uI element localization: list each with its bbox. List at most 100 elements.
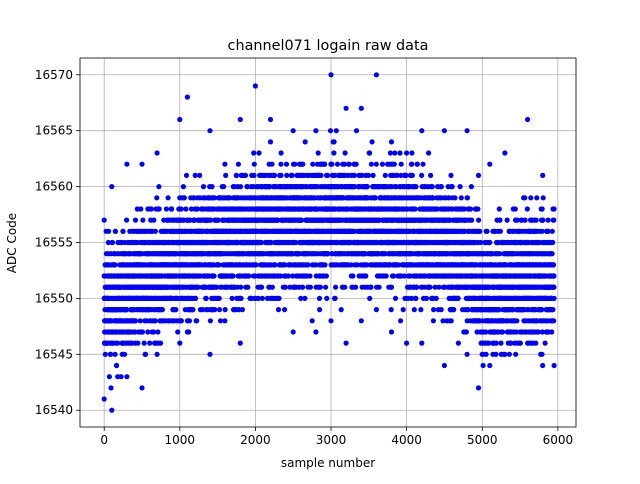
data-point	[458, 184, 463, 189]
data-point	[183, 206, 188, 211]
data-point	[142, 341, 147, 346]
data-point	[310, 162, 315, 167]
data-point	[424, 296, 429, 301]
data-point	[374, 162, 379, 167]
data-point	[158, 341, 163, 346]
data-point	[322, 162, 327, 167]
data-point	[182, 195, 187, 200]
data-point	[276, 307, 281, 312]
data-point	[353, 285, 358, 290]
data-point	[369, 162, 374, 167]
data-point	[332, 139, 337, 144]
data-point	[223, 173, 228, 178]
data-point	[333, 296, 338, 301]
data-point	[302, 296, 307, 301]
data-point	[324, 296, 329, 301]
data-point	[243, 173, 248, 178]
data-point	[430, 184, 435, 189]
data-point	[269, 162, 274, 167]
data-point	[259, 285, 264, 290]
data-point	[456, 341, 461, 346]
data-point	[133, 218, 138, 223]
data-point	[365, 184, 370, 189]
data-point	[350, 273, 355, 278]
data-point	[418, 307, 423, 312]
data-point	[413, 206, 418, 211]
data-point	[284, 162, 289, 167]
data-point	[138, 318, 143, 323]
data-point	[392, 150, 397, 155]
data-point	[380, 162, 385, 167]
data-point	[197, 173, 202, 178]
data-point	[449, 318, 454, 323]
data-point	[143, 352, 148, 357]
data-point	[193, 173, 198, 178]
data-point	[147, 341, 152, 346]
data-point	[222, 318, 227, 323]
data-point	[393, 296, 398, 301]
data-point	[179, 206, 184, 211]
data-point	[278, 173, 283, 178]
data-point	[317, 296, 322, 301]
data-point	[240, 307, 245, 312]
data-point	[153, 318, 158, 323]
data-point	[140, 218, 145, 223]
data-point	[373, 195, 378, 200]
data-point	[383, 173, 388, 178]
data-point	[451, 307, 456, 312]
data-point	[121, 229, 126, 234]
data-point	[426, 150, 431, 155]
data-point	[401, 307, 406, 312]
data-point	[122, 352, 127, 357]
data-point	[397, 150, 402, 155]
data-point	[222, 162, 227, 167]
data-point	[300, 285, 305, 290]
data-point	[420, 162, 425, 167]
data-point	[413, 184, 418, 189]
data-point	[450, 184, 455, 189]
data-point	[282, 307, 287, 312]
data-point	[135, 341, 140, 346]
data-point	[363, 273, 368, 278]
data-point	[431, 307, 436, 312]
data-point	[465, 195, 470, 200]
data-point	[270, 285, 275, 290]
data-point	[251, 150, 256, 155]
data-point	[217, 307, 222, 312]
data-point	[335, 162, 340, 167]
data-point	[403, 173, 408, 178]
data-point	[230, 273, 235, 278]
data-point	[318, 285, 323, 290]
data-point	[108, 385, 113, 390]
data-point	[409, 150, 414, 155]
data-point	[110, 240, 115, 245]
data-point	[325, 173, 330, 178]
data-point	[333, 285, 338, 290]
data-point	[409, 162, 414, 167]
data-point	[448, 173, 453, 178]
data-point	[331, 150, 336, 155]
data-point	[342, 285, 347, 290]
data-point	[456, 296, 461, 301]
data-point	[352, 173, 357, 178]
data-point	[366, 173, 371, 178]
data-point	[201, 184, 206, 189]
data-point	[283, 285, 288, 290]
data-point	[305, 262, 310, 267]
data-point	[371, 173, 376, 178]
data-point	[303, 139, 308, 144]
data-point	[290, 173, 295, 178]
data-point	[268, 139, 273, 144]
data-point	[278, 162, 283, 167]
data-point	[151, 218, 156, 223]
data-point	[428, 173, 433, 178]
data-point	[410, 173, 415, 178]
data-point	[310, 318, 315, 323]
data-point	[245, 285, 250, 290]
data-point	[339, 307, 344, 312]
data-point	[431, 318, 436, 323]
data-point	[414, 285, 419, 290]
data-point	[377, 285, 382, 290]
data-point	[230, 296, 235, 301]
